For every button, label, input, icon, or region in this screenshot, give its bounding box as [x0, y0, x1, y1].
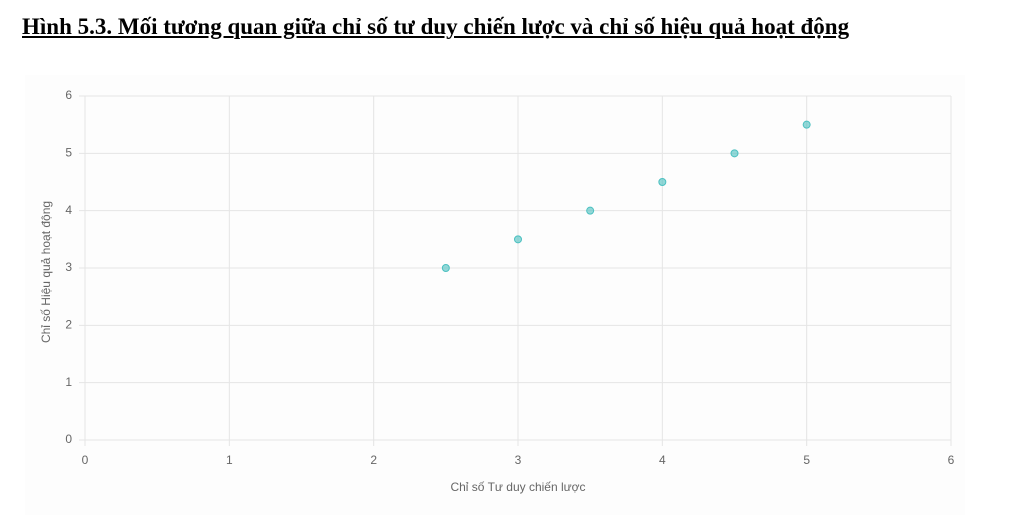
y-tick-label: 3: [65, 260, 72, 274]
point: [586, 206, 595, 215]
point: [730, 149, 739, 158]
point: [441, 264, 450, 272]
point: [802, 120, 811, 129]
x-tick-label: 3: [515, 453, 522, 467]
y-tick-label: 0: [65, 432, 72, 446]
y-tick-label: 5: [65, 146, 72, 160]
x-axis-label: Chỉ số Tư duy chiến lược: [450, 480, 585, 494]
x-tick-label: 0: [82, 453, 89, 467]
y-axis-label: Chỉ số Hiệu quả hoạt động: [39, 201, 53, 343]
x-tick-label: 6: [948, 453, 955, 467]
x-tick-label: 1: [226, 453, 233, 467]
y-tick-label: 2: [65, 318, 72, 332]
y-tick-label: 1: [65, 375, 72, 389]
point: [658, 178, 667, 186]
y-tick-label: 6: [65, 88, 72, 102]
point: [514, 235, 522, 244]
chart-panel: [25, 75, 965, 515]
x-tick-label: 5: [803, 453, 810, 467]
y-tick-label: 4: [65, 203, 72, 217]
x-tick-label: 4: [659, 453, 666, 467]
x-tick-label: 2: [370, 453, 377, 467]
chart-title: Hình 5.3. Mối tương quan giữa chỉ số tư …: [22, 14, 850, 39]
